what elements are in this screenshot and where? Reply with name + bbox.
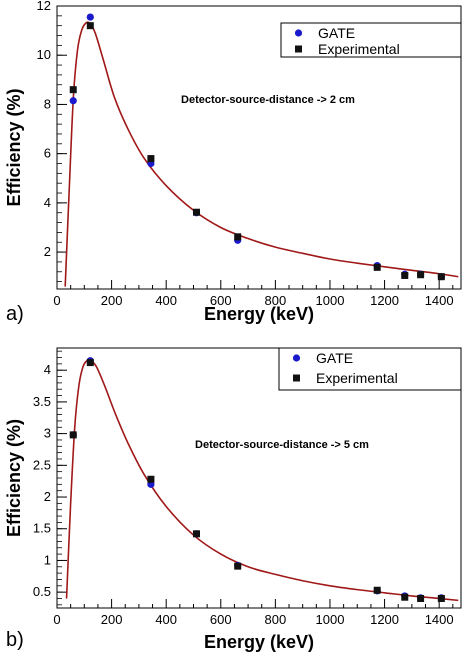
x-tick-label: 1400 [425, 293, 454, 308]
x-tick-label: 1400 [425, 612, 454, 627]
y-tick-label: 0.5 [33, 584, 51, 599]
y-tick-label: 3.5 [33, 394, 51, 409]
experimental-point [86, 359, 94, 367]
legend-label: GATE [316, 350, 353, 366]
y-tick-label: 4 [44, 362, 51, 377]
experimental-point [69, 431, 77, 439]
x-tick-label: 0 [53, 612, 60, 627]
fit-curve [64, 21, 459, 287]
y-axis-title: Efficiency (%) [4, 88, 24, 206]
y-axis-title: Efficiency (%) [4, 419, 24, 537]
y-tick-label: 8 [44, 96, 51, 111]
fit-curve [65, 359, 459, 602]
legend-box [278, 347, 462, 391]
experimental-point [417, 594, 425, 602]
y-tick-label: 4 [44, 195, 51, 210]
x-axis-title: Energy (keV) [204, 632, 314, 652]
legend-gate-marker [292, 354, 301, 362]
x-tick-label: 400 [155, 293, 177, 308]
distance-annotation: Detector-source-distance -> 2 cm [181, 94, 355, 106]
experimental-point [401, 271, 409, 279]
y-tick-label: 2 [44, 244, 51, 259]
x-tick-label: 1000 [316, 293, 345, 308]
plot-frame [56, 5, 462, 290]
experimental-point [373, 586, 381, 594]
experimental-point [373, 263, 381, 271]
x-axis-title: Energy (keV) [204, 304, 314, 324]
experimental-point [234, 562, 242, 570]
x-tick-label: 800 [265, 612, 287, 627]
x-tick-label: 0 [53, 293, 60, 308]
legend-gate-marker [294, 29, 303, 37]
experimental-point [437, 273, 445, 281]
panel-label: a) [6, 303, 24, 325]
experimental-point [417, 271, 425, 279]
experimental-point [69, 86, 77, 94]
x-tick-label: 400 [155, 612, 177, 627]
x-tick-label: 600 [210, 612, 232, 627]
x-tick-label: 1200 [370, 293, 399, 308]
x-tick-label: 600 [210, 293, 232, 308]
experimental-point [192, 530, 200, 538]
chart-panel-a: 0 200 400 600 800 1000 1200 1400 2 4 6 8 10 12 Energy … [4, 0, 462, 325]
gate-point [86, 13, 94, 21]
experimental-point [86, 22, 94, 30]
y-tick-label: 1 [44, 552, 51, 567]
y-tick-label: 1.5 [33, 521, 51, 536]
y-tick-label: 6 [44, 146, 51, 161]
experimental-point [147, 155, 155, 163]
distance-annotation: Detector-source-distance -> 5 cm [195, 439, 369, 451]
experimental-point [234, 233, 242, 241]
x-tick-label: 1200 [370, 612, 399, 627]
chart-panel-b: 0 200 400 600 800 1000 1200 1400 0.5 1 1.5 2 2.5 3 3.5… [4, 347, 462, 652]
experimental-point [147, 475, 155, 483]
x-tick-label: 1000 [316, 612, 345, 627]
x-tick-label: 200 [101, 612, 123, 627]
legend-label: Experimental [316, 370, 398, 386]
gate-point [69, 97, 77, 105]
y-tick-label: 10 [37, 47, 51, 62]
panel-label: b) [6, 629, 24, 651]
y-tick-label: 3 [44, 426, 51, 441]
legend-experimental-marker [293, 374, 300, 382]
experimental-point [401, 593, 409, 601]
y-tick-label: 12 [37, 0, 51, 13]
y-tick-label: 2.5 [33, 457, 51, 472]
y-tick-label: 2 [44, 489, 51, 504]
legend-experimental-marker [295, 45, 302, 53]
legend-box [280, 22, 462, 58]
legend-label: GATE [318, 25, 355, 41]
legend-label: Experimental [318, 41, 400, 57]
experimental-point [192, 208, 200, 216]
experimental-point [437, 594, 445, 602]
x-tick-label: 800 [265, 293, 287, 308]
x-tick-label: 200 [101, 293, 123, 308]
